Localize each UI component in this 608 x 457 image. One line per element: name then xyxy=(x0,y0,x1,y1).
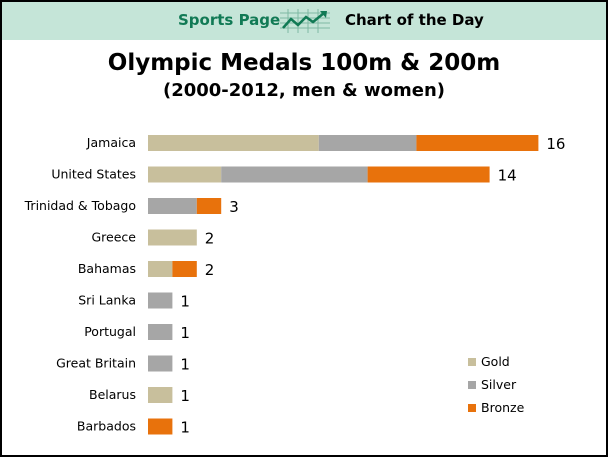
bar-silver-segment xyxy=(148,292,173,309)
bar-silver-segment xyxy=(221,166,368,183)
total-value-label: 14 xyxy=(498,167,517,185)
bar-bronze-segment xyxy=(367,166,490,183)
legend-swatch-gold xyxy=(468,358,476,366)
category-label: Greece xyxy=(92,230,137,245)
bar-silver-segment xyxy=(148,198,197,214)
category-label: Belarus xyxy=(89,387,136,402)
category-label: Trinidad & Tobago xyxy=(24,198,136,213)
total-value-label: 2 xyxy=(205,230,215,248)
total-value-label: 2 xyxy=(205,261,215,279)
total-value-label: 1 xyxy=(180,387,190,405)
bar-gold-segment xyxy=(148,166,222,183)
legend-label-silver: Silver xyxy=(481,377,517,392)
bar-gold-segment xyxy=(148,261,173,277)
header-right-label: Chart of the Day xyxy=(345,11,484,29)
bar-silver-segment xyxy=(318,135,417,151)
header-banner: Sports Page Chart of the Day xyxy=(2,2,606,40)
category-label: Jamaica xyxy=(86,135,136,150)
legend-swatch-silver xyxy=(468,381,476,389)
bar-bronze-segment xyxy=(196,198,222,214)
chart-subtitle: (2000-2012, men & women) xyxy=(162,80,445,101)
total-value-label: 16 xyxy=(546,135,565,153)
legend-swatch-bronze xyxy=(468,404,476,412)
total-value-label: 1 xyxy=(180,356,190,374)
total-value-label: 1 xyxy=(180,419,190,437)
category-label: United States xyxy=(51,167,136,182)
legend-label-gold: Gold xyxy=(481,354,510,369)
chart-title: Olympic Medals 100m & 200m xyxy=(107,50,501,76)
legend-label-bronze: Bronze xyxy=(481,400,525,415)
bar-bronze-segment xyxy=(416,135,539,151)
bar-bronze-segment xyxy=(148,418,173,435)
total-value-label: 3 xyxy=(229,198,239,216)
bar-silver-segment xyxy=(148,324,173,340)
category-label: Bahamas xyxy=(78,261,136,276)
bar-gold-segment xyxy=(148,229,197,246)
category-label: Portugal xyxy=(84,324,136,339)
bar-bronze-segment xyxy=(172,261,197,277)
total-value-label: 1 xyxy=(180,324,190,342)
category-label: Great Britain xyxy=(56,356,136,371)
header-left-label: Sports Page xyxy=(178,11,281,29)
bar-gold-segment xyxy=(148,135,319,151)
bar-gold-segment xyxy=(148,387,173,403)
category-label: Sri Lanka xyxy=(78,293,136,308)
category-label: Barbados xyxy=(77,419,136,434)
trend-chart-icon xyxy=(280,9,330,33)
total-value-label: 1 xyxy=(180,293,190,311)
bar-silver-segment xyxy=(148,355,173,372)
